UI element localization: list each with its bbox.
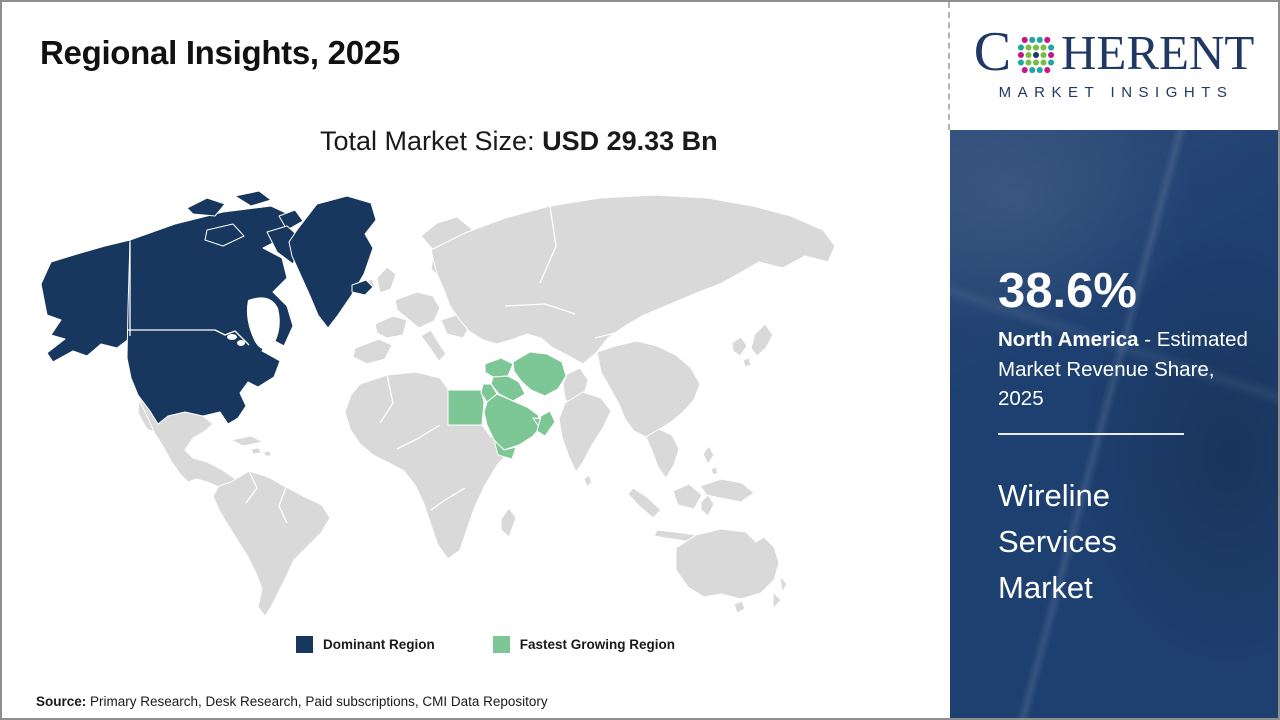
logo-wordmark: C HERENT <box>954 24 1274 80</box>
globe-dots-icon <box>1017 36 1055 74</box>
legend-item-dominant: Dominant Region <box>296 636 435 653</box>
world-map <box>40 190 835 617</box>
highlight-sidebar: 38.6% North America - Estimated Market R… <box>950 130 1278 718</box>
region-name: North America <box>998 328 1139 352</box>
total-market-size-value: USD 29.33 Bn <box>542 126 718 156</box>
map-region-dominant <box>40 190 377 425</box>
share-desc-text: - Estimated Market Revenue Share, 2025 <box>998 328 1248 410</box>
total-market-size-label: Total Market Size: <box>320 126 543 156</box>
map-region-fastest-growing <box>447 351 567 460</box>
market-name: Wireline Services Market <box>998 477 1117 605</box>
map-border-lines <box>128 205 676 524</box>
market-share-description: North America - Estimated Market Revenue… <box>998 325 1248 412</box>
source-label: Source: <box>36 694 87 709</box>
logo-letters-herent: HERENT <box>1061 24 1255 80</box>
logo-letter-c: C <box>973 21 1012 83</box>
total-market-size: Total Market Size: USD 29.33 Bn <box>320 126 718 157</box>
map-region-rest-of-world <box>137 194 835 617</box>
sidebar-divider-line <box>998 432 1184 435</box>
market-share-value: 38.6% <box>998 264 1137 318</box>
logo-divider-dashed-line <box>948 2 950 130</box>
fastest-growing-region-swatch <box>492 636 510 653</box>
dominant-region-swatch <box>296 636 313 653</box>
map-legend: Dominant Region Fastest Growing Region <box>296 636 675 653</box>
page-title: Regional Insights, 2025 <box>40 34 400 71</box>
dominant-region-label: Dominant Region <box>323 637 435 652</box>
coherent-logo: C HERENT MARKET INSIGHTS <box>954 24 1274 101</box>
source-line: Source: Primary Research, Desk Research,… <box>36 694 548 709</box>
source-text: Primary Research, Desk Research, Paid su… <box>86 694 548 709</box>
logo-tagline: MARKET INSIGHTS <box>998 84 1234 101</box>
map-water-cutouts <box>227 297 280 350</box>
legend-item-fastest: Fastest Growing Region <box>492 636 676 653</box>
fastest-growing-region-label: Fastest Growing Region <box>519 637 676 652</box>
